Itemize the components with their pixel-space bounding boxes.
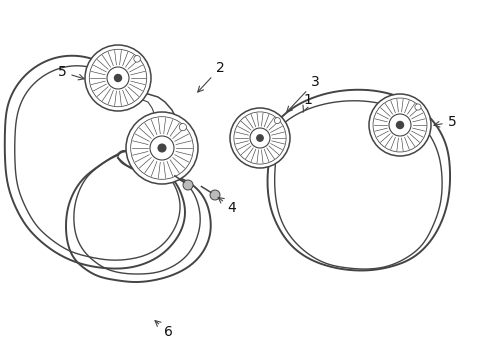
- Circle shape: [210, 190, 220, 200]
- Text: 5: 5: [58, 65, 84, 80]
- Circle shape: [230, 108, 290, 168]
- Text: 1: 1: [303, 93, 313, 112]
- Circle shape: [179, 123, 187, 131]
- Circle shape: [183, 180, 193, 190]
- Text: 4: 4: [218, 197, 236, 215]
- Circle shape: [134, 55, 141, 62]
- Circle shape: [389, 114, 411, 136]
- Circle shape: [126, 112, 198, 184]
- Circle shape: [85, 45, 151, 111]
- Circle shape: [250, 128, 270, 148]
- Text: 3: 3: [287, 75, 319, 112]
- Circle shape: [257, 135, 263, 141]
- Circle shape: [274, 118, 280, 123]
- Circle shape: [415, 104, 421, 110]
- Circle shape: [369, 94, 431, 156]
- Circle shape: [158, 144, 166, 152]
- Text: 6: 6: [155, 321, 172, 339]
- Circle shape: [107, 67, 129, 89]
- Circle shape: [115, 75, 122, 81]
- Text: 5: 5: [434, 115, 456, 129]
- Circle shape: [396, 121, 404, 129]
- Circle shape: [150, 136, 174, 160]
- Text: 2: 2: [198, 61, 224, 92]
